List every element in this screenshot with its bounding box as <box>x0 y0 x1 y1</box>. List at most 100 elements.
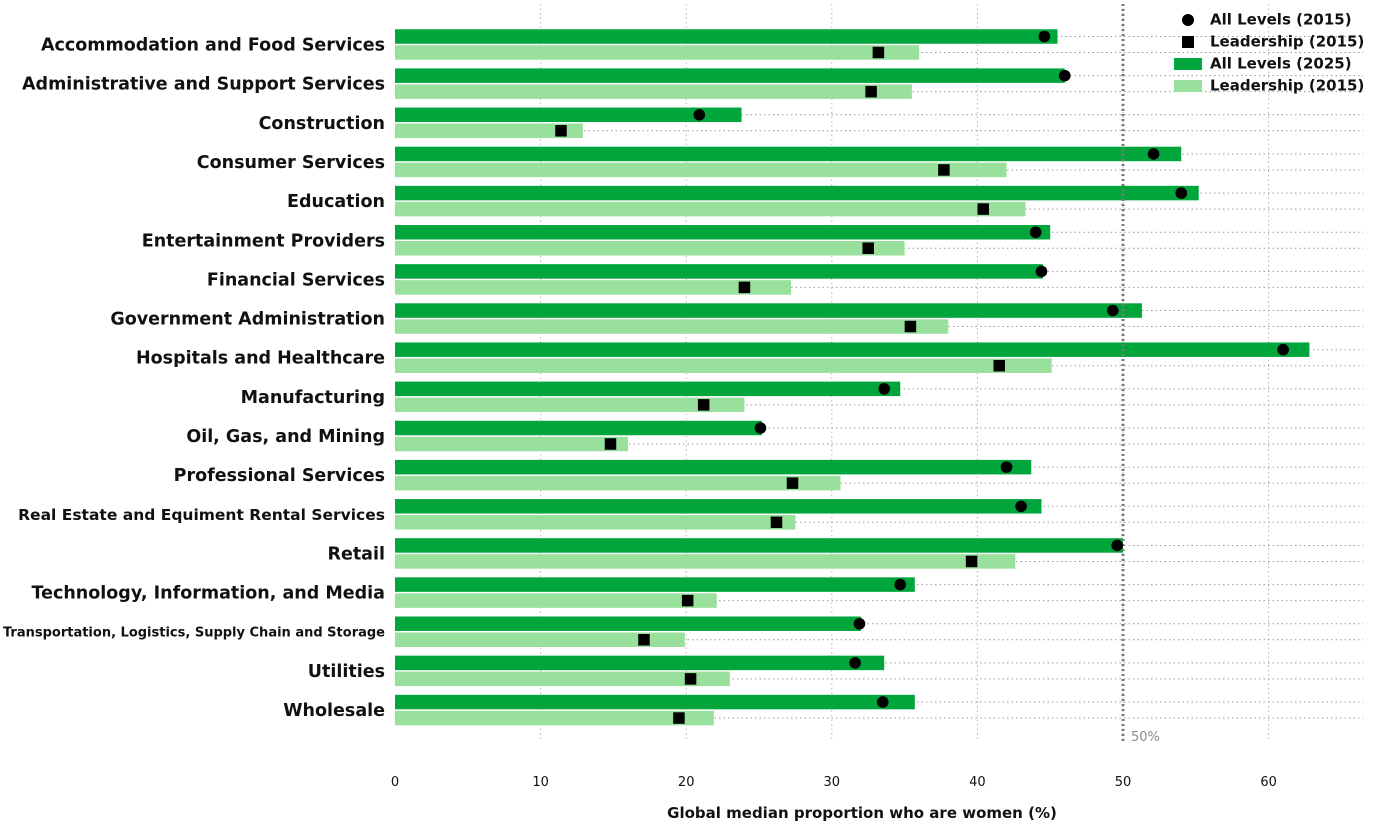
point-leadership-2015 <box>604 438 617 450</box>
category-label: Hospitals and Healthcare <box>136 349 385 369</box>
point-all-levels-2015 <box>1147 148 1160 160</box>
bar-leadership <box>395 475 841 491</box>
bar-leadership <box>395 84 912 99</box>
point-all-levels-2015 <box>754 422 767 434</box>
point-leadership-2015 <box>938 164 950 176</box>
point-leadership-2015 <box>865 85 877 98</box>
x-tick-label: 20 <box>678 775 695 790</box>
bar-leadership <box>395 710 714 726</box>
point-all-levels-2015 <box>849 657 861 669</box>
point-leadership-2015 <box>697 399 710 411</box>
point-leadership-2015 <box>993 359 1005 372</box>
bar-leadership <box>395 123 583 139</box>
category-label: Technology, Information, and Media <box>31 584 385 604</box>
bar-leadership <box>395 241 905 256</box>
category-labels: Accommodation and Food Services Administr… <box>3 36 385 722</box>
bar-leadership <box>395 162 1007 178</box>
point-all-levels-2015 <box>1058 69 1071 82</box>
category-label: Construction <box>259 114 385 134</box>
point-leadership-2015 <box>638 634 650 646</box>
point-leadership-2015 <box>904 320 917 333</box>
point-all-levels-2015 <box>1015 500 1027 513</box>
bar-all-levels-2025 <box>395 655 885 671</box>
category-label: Real Estate and Equiment Rental Services <box>18 506 385 524</box>
x-tick-label: 10 <box>532 775 549 790</box>
point-leadership-2015 <box>872 46 885 59</box>
bar-all-levels-2025 <box>395 225 1051 240</box>
category-label: Utilities <box>308 662 385 682</box>
bar-all-levels-2025 <box>395 185 1199 201</box>
bar-leadership <box>395 436 628 452</box>
point-leadership-2015 <box>673 712 685 724</box>
bar-all-levels-2025 <box>395 342 1310 357</box>
category-label: Professional Services <box>174 466 385 486</box>
category-label: Accommodation and Food Services <box>41 36 385 56</box>
bars <box>395 29 1310 726</box>
bar-all-levels-2025 <box>395 146 1182 162</box>
bar-all-levels-2025 <box>395 420 762 436</box>
category-label: Wholesale <box>283 701 385 721</box>
x-axis-title: Global median proportion who are women (… <box>667 804 1057 822</box>
bar-leadership <box>395 632 685 647</box>
bar-all-levels-2025 <box>395 381 901 397</box>
legend-circle-icon <box>1182 14 1194 26</box>
point-all-levels-2015 <box>1029 226 1042 239</box>
bar-leadership <box>395 280 792 295</box>
point-all-levels-2015 <box>853 617 866 630</box>
category-label: Manufacturing <box>241 388 385 408</box>
category-label: Government Administration <box>110 310 385 330</box>
reference-line-label: 50% <box>1131 730 1160 745</box>
legend: All Levels (2015) Leadership (2015) All Le… <box>1174 11 1364 95</box>
category-label: Entertainment Providers <box>142 231 385 251</box>
legend-label: Leadership (2015) <box>1210 33 1364 51</box>
category-label: Financial Services <box>207 270 385 290</box>
point-leadership-2015 <box>770 516 783 529</box>
bar-all-levels-2025 <box>395 577 915 592</box>
category-label: Consumer Services <box>197 153 385 173</box>
point-all-levels-2015 <box>1000 461 1013 473</box>
x-tick-label: 60 <box>1260 775 1277 790</box>
point-all-levels-2015 <box>876 696 889 708</box>
bar-all-levels-2025 <box>395 616 861 631</box>
point-leadership-2015 <box>862 242 874 254</box>
category-label: Transportation, Logistics, Supply Chain … <box>3 625 385 640</box>
legend-bar-swatch <box>1174 58 1202 70</box>
legend-label: All Levels (2015) <box>1210 11 1352 29</box>
point-leadership-2015 <box>681 594 694 607</box>
point-all-levels-2015 <box>693 109 706 121</box>
point-all-levels-2015 <box>1035 265 1048 278</box>
legend-square-icon <box>1182 36 1194 48</box>
x-tick-label: 0 <box>391 775 399 790</box>
bar-leadership <box>395 593 717 608</box>
bar-leadership <box>395 554 1016 569</box>
bar-all-levels-2025 <box>395 264 1043 279</box>
x-tick-label: 40 <box>969 775 986 790</box>
point-all-levels-2015 <box>894 578 907 591</box>
point-leadership-2015 <box>738 281 751 294</box>
point-leadership-2015 <box>786 477 799 489</box>
legend-bar-swatch <box>1174 80 1202 92</box>
bar-leadership <box>395 671 730 687</box>
category-label: Oil, Gas, and Mining <box>186 427 385 447</box>
category-label: Retail <box>327 544 385 564</box>
bar-leadership <box>395 397 745 413</box>
bar-leadership <box>395 515 796 530</box>
point-leadership-2015 <box>684 673 697 685</box>
reference-line-group: 50% <box>1121 4 1160 745</box>
bar-all-levels-2025 <box>395 107 742 123</box>
bar-leadership <box>395 201 1026 217</box>
markers <box>555 30 1289 724</box>
bar-all-levels-2025 <box>395 68 1065 83</box>
point-all-levels-2015 <box>1107 304 1119 317</box>
point-all-levels-2015 <box>1038 30 1051 43</box>
bar-leadership <box>395 319 949 334</box>
bar-all-levels-2025 <box>395 303 1142 318</box>
bar-all-levels-2025 <box>395 459 1032 475</box>
category-label: Education <box>287 192 385 212</box>
legend-label: All Levels (2025) <box>1210 55 1352 73</box>
bar-all-levels-2025 <box>395 499 1042 514</box>
point-leadership-2015 <box>977 203 989 215</box>
point-all-levels-2015 <box>1175 187 1188 199</box>
bar-all-levels-2025 <box>395 694 915 710</box>
